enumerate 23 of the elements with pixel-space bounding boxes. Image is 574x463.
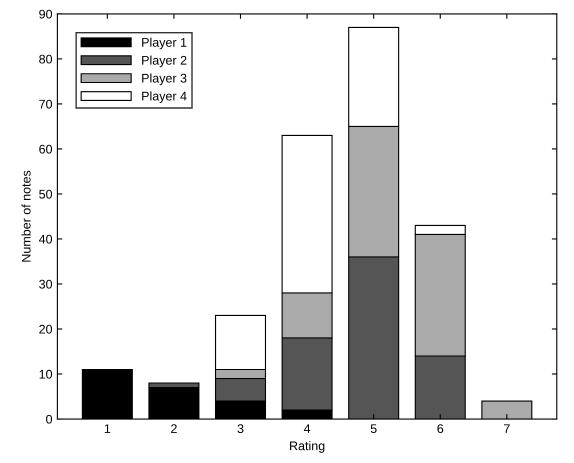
y-tick-label: 80 <box>39 54 52 64</box>
y-tick-label: 0 <box>46 414 52 424</box>
x-tick-label: 4 <box>304 424 310 433</box>
legend-label: Player 2 <box>142 56 186 68</box>
y-tick-label: 10 <box>40 370 52 379</box>
y-tick-label: 40 <box>38 234 52 244</box>
legend-label: Player 1 <box>142 38 186 50</box>
x-tick-label: 2 <box>171 424 177 433</box>
x-tick-label: 5 <box>370 424 377 434</box>
legend-label: Player 4 <box>142 91 187 103</box>
y-tick-label: 60 <box>39 144 52 154</box>
x-tick-label: 6 <box>437 424 444 434</box>
x-tick-label: 7 <box>504 424 510 433</box>
y-tick-label: 90 <box>39 10 52 19</box>
x-tick-label: 3 <box>238 424 244 434</box>
y-tick-label: 50 <box>39 190 52 199</box>
y-tick-label: 20 <box>39 324 52 334</box>
y-tick-label: 70 <box>39 100 52 109</box>
y-tick-label: 30 <box>39 280 52 289</box>
x-axis-title: Rating <box>290 441 324 453</box>
y-axis-title: Number of notes <box>21 170 31 262</box>
x-tick-label: 1 <box>104 424 110 433</box>
legend-label: Player 3 <box>142 73 186 86</box>
